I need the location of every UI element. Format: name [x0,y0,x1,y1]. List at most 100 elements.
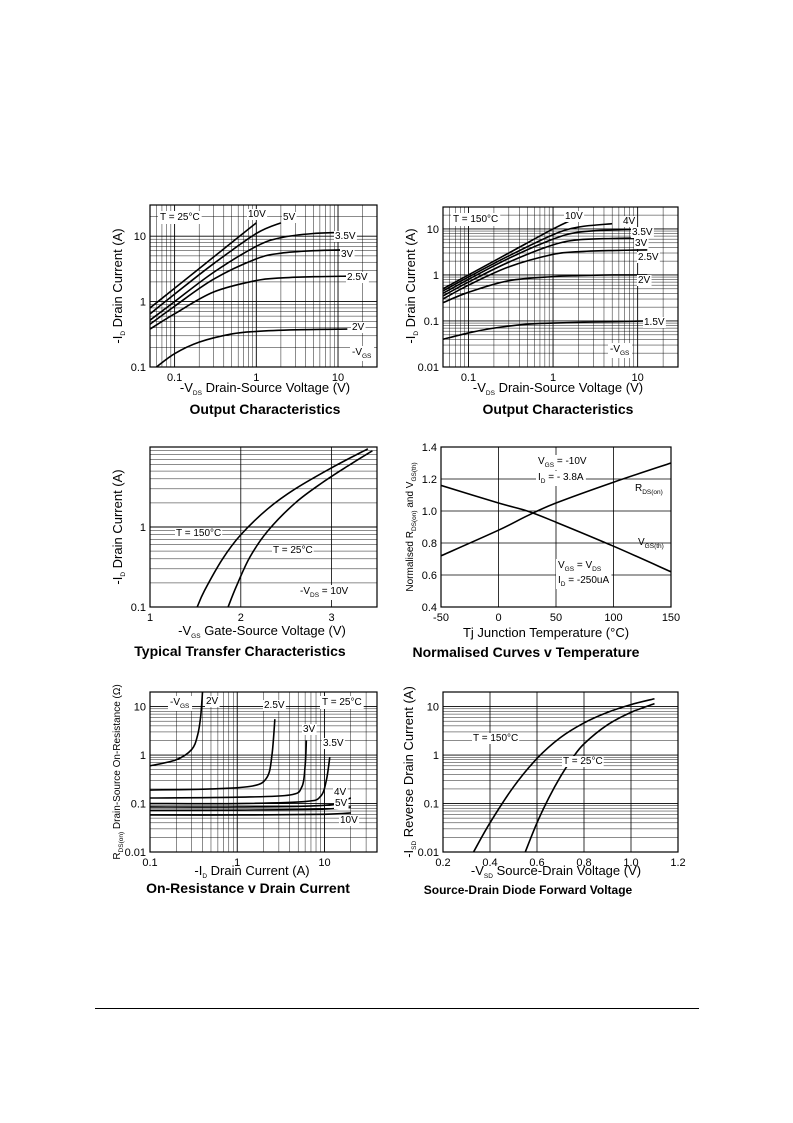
series-label: VGS(th) [638,537,664,550]
x-tick-label: 3 [329,612,335,624]
series-line-4 [150,248,348,325]
temperature-condition: T = 25°C [160,212,200,223]
series-line-3 [150,231,348,321]
series-line-4 [150,757,331,805]
y-tick-label: 0.6 [422,570,437,582]
series-line-7 [150,812,351,816]
y-tick-label: 1.2 [422,474,437,486]
x-tick-label: 1.0 [623,857,638,869]
x-axis-label: -ID Drain Current (A) [194,863,309,880]
series-label: 2V [352,322,365,333]
y-tick-label: 1.0 [422,506,437,518]
x-tick-label: 1 [147,612,153,624]
grid [149,691,378,853]
series-label: T = 150°C [473,733,518,744]
series-label: T = 150°C [176,528,221,539]
series-line-6 [155,328,348,367]
series-label: T = 25°C [273,545,313,556]
y-tick-label: 1 [433,750,439,762]
plot-frame [442,691,679,853]
y-tick-label: 0.1 [131,362,146,374]
x-tick-label: 10 [318,857,330,869]
grid [149,446,377,608]
plot-frame [149,204,378,368]
series-line-5 [443,249,648,300]
test-condition: VGS = VDS [558,560,602,573]
temperature-condition: T = 150°C [453,214,498,225]
x-tick-label: 50 [550,612,562,624]
grid [442,691,679,853]
series-line-3 [443,228,648,294]
series-line-1 [150,692,204,767]
y-tick-label: 10 [134,702,146,714]
series-line-1 [150,222,257,309]
x-tick-label: 0.6 [529,857,544,869]
y-axis-label: Normalised RDS(on) and VGS(th) [405,462,418,591]
x-tick-label: 150 [662,612,680,624]
x-tick-label: 1 [234,857,240,869]
y-tick-label: 0.01 [125,847,146,859]
x-tick-label: 0.1 [167,372,182,384]
series-label: 3.5V [632,227,653,238]
series-line-2 [441,484,671,573]
series-label: 3V [303,724,316,735]
y-tick-label: 0.1 [131,602,146,614]
chart-transfer: T = 150°CT = 25°C1 2 30.11-VGS Gate-Source… [110,446,378,659]
series-label: 3V [635,238,648,249]
series-line-7 [443,320,648,341]
y-axis-label: -ISD Reverse Drain Current (A) [401,686,418,858]
chart-title: Output Characteristics [190,401,341,417]
y-tick-label: 0.1 [424,316,439,328]
parameter-label: -VGS [170,697,190,710]
chart-diode-forward: T = 150°C T = 25°C 0.2 0.4 0.6 0.8 1.0 1.2 0.01 0… [401,686,686,897]
series-label: 2.5V [264,700,285,711]
series-label: T = 25°C [563,756,603,767]
plot-frame [440,446,672,608]
plot-frame [442,206,679,368]
series-label: 4V [334,787,347,798]
series-label: 2.5V [638,252,659,263]
x-tick-label: 0.2 [435,857,450,869]
x-tick-label: -50 [433,612,449,624]
y-tick-label: 10 [134,231,146,243]
parameter-label: -VGS [352,347,372,360]
y-tick-label: 0.4 [422,602,437,614]
y-tick-label: 1 [140,750,146,762]
series-label: 2.5V [347,272,368,283]
series-label: 3.5V [335,231,356,242]
x-tick-label: 100 [604,612,622,624]
series-label: RDS(on) [635,483,663,496]
y-tick-label: 0.1 [424,799,439,811]
x-tick-label: 1 [550,372,556,384]
x-tick-label: 1.2 [670,857,685,869]
x-tick-label: 2 [238,612,244,624]
series-label: 10V [340,815,358,826]
test-condition: ID = -250uA [558,575,609,588]
series-line-1 [472,697,655,852]
series-label: 2V [206,696,219,707]
chart-normalised-temperature: RDS(on) VGS(th) -50 0 50 100 150 0.4 0.6 0.8 1.0 1.… [405,442,680,660]
y-axis-label: RDS(on) Drain-Source On-Resistance (Ω) [112,684,125,859]
series-line-2 [227,449,373,607]
chart-title: Typical Transfer Characteristics [134,643,346,659]
series-label: 5V [335,798,348,809]
plot-frame [149,691,378,853]
series-line-2 [443,222,613,292]
x-tick-label: 10 [332,372,344,384]
parameter-label: -VGS [610,344,630,357]
series-label: 4V [623,216,636,227]
series-line-2 [150,222,282,315]
series-line-5 [150,275,348,330]
series-label: 2V [638,275,651,286]
series-label: 10V [248,209,266,220]
x-tick-label: 0.4 [482,857,497,869]
y-tick-label: 10 [427,224,439,236]
x-tick-label: 0 [495,612,501,624]
series-label: 3.5V [323,738,344,749]
series-line-3 [150,740,308,799]
x-tick-label: 0.1 [461,372,476,384]
x-axis-label: -VSD Source-Drain Voltage (V) [471,863,641,880]
